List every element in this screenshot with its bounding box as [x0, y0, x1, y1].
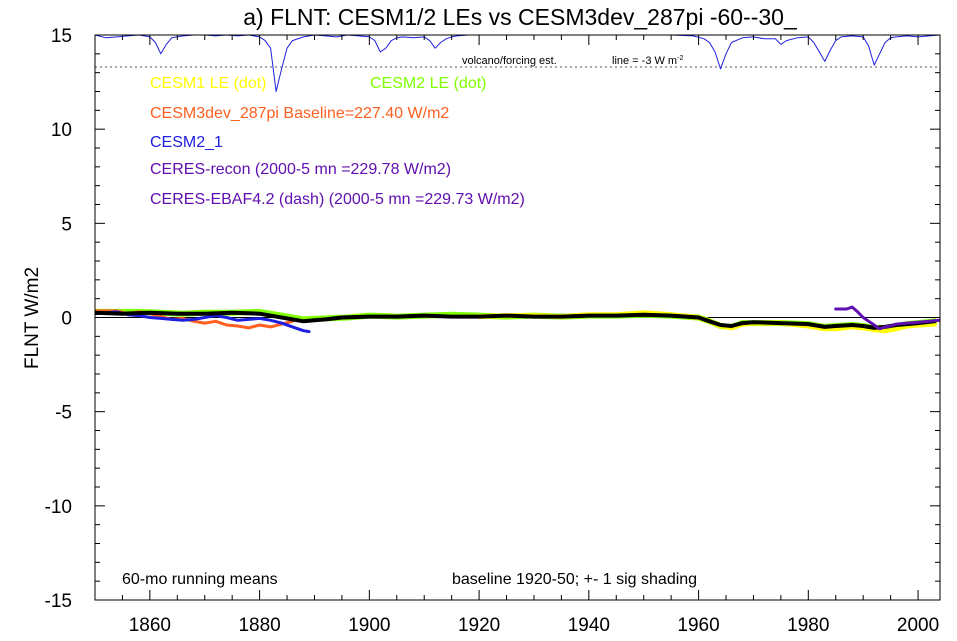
series-layer	[95, 35, 940, 334]
volcano-line-note: line = -3 W m-2	[612, 55, 683, 67]
x-tick-label: 2000	[897, 615, 939, 636]
legend-entry: CESM3dev_287pi Baseline=227.40 W/m2	[150, 105, 449, 122]
legend-entry: CESM2_1	[150, 134, 223, 151]
y-tick-label: 0	[61, 309, 72, 330]
chart-title: a) FLNT: CESM1/2 LEs vs CESM3dev_287pi -…	[243, 4, 798, 30]
axes: 1860 1880 1900 1920 1940 1960 1980 2000 -15 -10 -5…	[45, 26, 940, 636]
volcano-line-note-main: line = -3 W m	[612, 55, 677, 67]
x-tick-label: 1860	[129, 615, 171, 636]
x-tick-label: 1900	[348, 615, 390, 636]
y-tick-label: 15	[51, 26, 72, 47]
y-tick-label: 5	[61, 214, 72, 235]
annotation-bottom-right: baseline 1920-50; +- 1 sig shading	[452, 571, 697, 588]
x-tick-label: 1880	[238, 615, 280, 636]
x-tick-label: 1940	[568, 615, 610, 636]
y-tick-label: -5	[55, 403, 72, 424]
y-axis-label: FLNT W/m2	[22, 267, 43, 369]
annotation-bottom-left: 60-mo running means	[122, 571, 278, 588]
x-tick-label: 1960	[677, 615, 719, 636]
series-line-ensemble-mean	[95, 310, 937, 330]
legend-entry: CESM1 LE (dot)	[150, 75, 266, 92]
y-tick-label: -10	[45, 497, 72, 518]
volcano-note: volcano/forcing est.	[462, 55, 557, 67]
volcano-line-note-sup: -2	[677, 55, 683, 62]
x-tick-label: 1920	[458, 615, 500, 636]
legend-entry: CERES-EBAF4.2 (dash) (2000-5 mn =229.73 …	[150, 191, 525, 208]
y-tick-label: 10	[51, 120, 72, 141]
series-line-ceres-recon	[834, 305, 940, 331]
y-tick-label: -15	[45, 591, 72, 612]
legend-entry: CESM2 LE (dot)	[370, 75, 486, 92]
x-tick-label: 1980	[787, 615, 829, 636]
legend: CESM1 LE (dot) CESM2 LE (dot) CESM3dev_287…	[150, 75, 525, 208]
legend-entry: CERES-recon (2000-5 mn =229.78 W/m2)	[150, 161, 451, 178]
